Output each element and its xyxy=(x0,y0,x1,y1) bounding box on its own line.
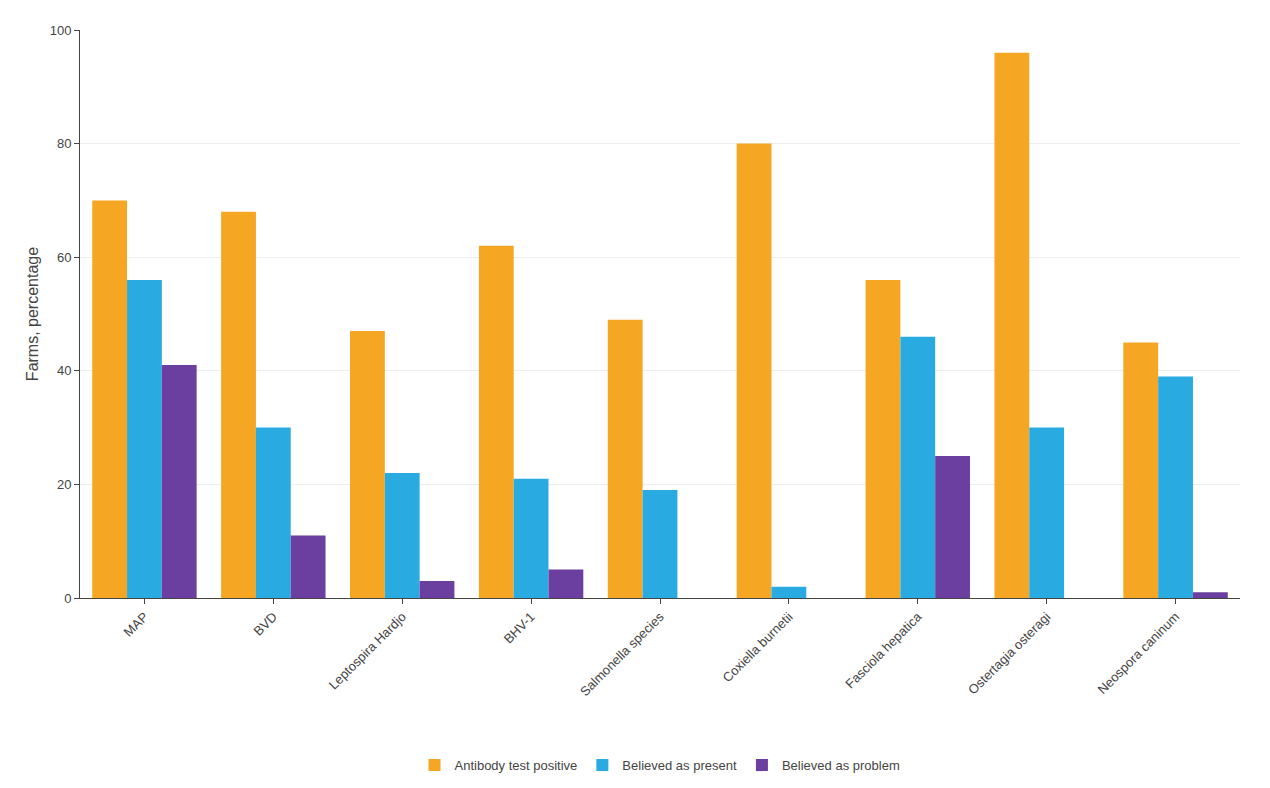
svg-text:0: 0 xyxy=(64,591,71,606)
svg-text:Ostertagia osteragi: Ostertagia osteragi xyxy=(965,609,1053,697)
svg-text:BVD: BVD xyxy=(251,609,281,639)
svg-text:Salmonella species: Salmonella species xyxy=(577,609,667,699)
svg-text:Antibody test positive: Antibody test positive xyxy=(455,758,578,773)
svg-text:20: 20 xyxy=(57,477,71,492)
svg-text:Neospora caninum: Neospora caninum xyxy=(1095,609,1183,697)
svg-text:BHV-1: BHV-1 xyxy=(501,609,538,646)
svg-text:Leptospira Hardjo: Leptospira Hardjo xyxy=(326,609,409,692)
svg-text:Believed as present: Believed as present xyxy=(622,758,737,773)
svg-text:Fasciola hepatica: Fasciola hepatica xyxy=(842,609,925,692)
svg-text:Believed as problem: Believed as problem xyxy=(782,758,900,773)
svg-text:40: 40 xyxy=(57,363,71,378)
svg-text:Farms, percentage: Farms, percentage xyxy=(24,247,41,381)
svg-text:Coxiella burnetii: Coxiella burnetii xyxy=(720,609,796,685)
svg-text:100: 100 xyxy=(50,23,72,38)
svg-text:MAP: MAP xyxy=(121,609,152,640)
svg-text:80: 80 xyxy=(57,136,71,151)
svg-text:60: 60 xyxy=(57,250,71,265)
